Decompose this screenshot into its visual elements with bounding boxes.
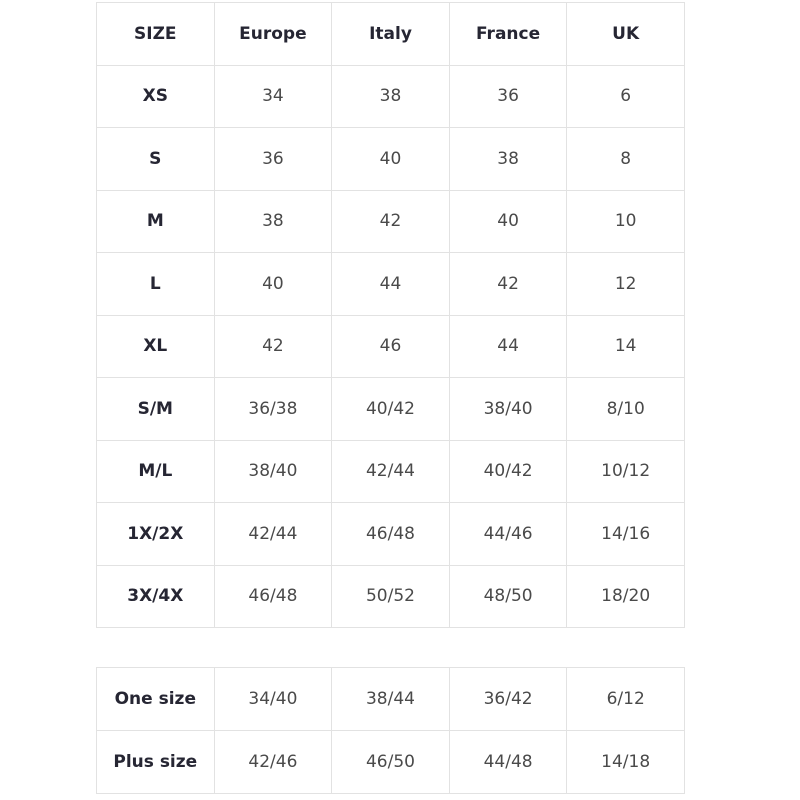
size-label-cell: M/L: [96, 439, 215, 503]
size-value-cell: 42/46: [213, 730, 333, 794]
size-value-cell: 46/48: [331, 502, 450, 566]
table-row: 3X/4X 46/48 50/52 48/50 18/20: [96, 564, 685, 628]
size-value-cell: 34/40: [213, 667, 333, 731]
size-value-cell: 36: [213, 127, 333, 191]
size-value-cell: 46: [331, 314, 450, 378]
header-row: SIZE Europe Italy France UK: [96, 2, 685, 66]
size-value-cell: 38: [331, 64, 450, 128]
size-value-cell: 6: [566, 64, 685, 128]
column-header: France: [448, 2, 568, 66]
size-value-cell: 38: [213, 189, 333, 253]
size-value-cell: 38/40: [448, 377, 568, 441]
table-row: M 38 42 40 10: [96, 189, 685, 253]
size-value-cell: 40: [331, 127, 450, 191]
size-value-cell: 44: [448, 314, 568, 378]
size-value-cell: 36/38: [213, 377, 333, 441]
size-value-cell: 44/48: [448, 730, 568, 794]
size-value-cell: 42: [331, 189, 450, 253]
size-label-cell: M: [96, 189, 215, 253]
size-value-cell: 14/16: [566, 502, 685, 566]
size-value-cell: 8: [566, 127, 685, 191]
size-value-cell: 48/50: [448, 564, 568, 628]
size-value-cell: 40/42: [448, 439, 568, 503]
table-row: One size 34/40 38/44 36/42 6/12: [96, 667, 685, 731]
size-label-cell: 3X/4X: [96, 564, 215, 628]
size-value-cell: 42: [448, 252, 568, 316]
size-value-cell: 18/20: [566, 564, 685, 628]
size-value-cell: 44: [331, 252, 450, 316]
size-label-cell: L: [96, 252, 215, 316]
size-label-cell: One size: [96, 667, 215, 731]
size-value-cell: 40/42: [331, 377, 450, 441]
column-header: Italy: [331, 2, 450, 66]
column-header: SIZE: [96, 2, 215, 66]
table-row: L 40 44 42 12: [96, 252, 685, 316]
column-header: Europe: [213, 2, 333, 66]
size-value-cell: 10/12: [566, 439, 685, 503]
size-value-cell: 44/46: [448, 502, 568, 566]
table-row: XS 34 38 36 6: [96, 64, 685, 128]
table-row: M/L 38/40 42/44 40/42 10/12: [96, 439, 685, 503]
special-size-table: One size 34/40 38/44 36/42 6/12 Plus size 42/4…: [96, 667, 685, 794]
size-value-cell: 10: [566, 189, 685, 253]
size-value-cell: 42/44: [331, 439, 450, 503]
size-value-cell: 14/18: [566, 730, 685, 794]
size-value-cell: 8/10: [566, 377, 685, 441]
size-value-cell: 42/44: [213, 502, 333, 566]
size-value-cell: 36: [448, 64, 568, 128]
size-value-cell: 50/52: [331, 564, 450, 628]
size-value-cell: 12: [566, 252, 685, 316]
size-label-cell: Plus size: [96, 730, 215, 794]
size-label-cell: XL: [96, 314, 215, 378]
size-value-cell: 38: [448, 127, 568, 191]
size-label-cell: 1X/2X: [96, 502, 215, 566]
size-value-cell: 38/40: [213, 439, 333, 503]
size-label-cell: S: [96, 127, 215, 191]
size-value-cell: 42: [213, 314, 333, 378]
size-value-cell: 40: [448, 189, 568, 253]
size-value-cell: 46/50: [331, 730, 450, 794]
size-value-cell: 36/42: [448, 667, 568, 731]
size-value-cell: 40: [213, 252, 333, 316]
size-value-cell: 6/12: [566, 667, 685, 731]
size-label-cell: S/M: [96, 377, 215, 441]
size-value-cell: 38/44: [331, 667, 450, 731]
size-value-cell: 34: [213, 64, 333, 128]
size-value-cell: 14: [566, 314, 685, 378]
table-row: S/M 36/38 40/42 38/40 8/10: [96, 377, 685, 441]
table-row: Plus size 42/46 46/50 44/48 14/18: [96, 730, 685, 794]
table-row: 1X/2X 42/44 46/48 44/46 14/16: [96, 502, 685, 566]
table-row: XL 42 46 44 14: [96, 314, 685, 378]
column-header: UK: [566, 2, 685, 66]
size-label-cell: XS: [96, 64, 215, 128]
table-row: S 36 40 38 8: [96, 127, 685, 191]
size-value-cell: 46/48: [213, 564, 333, 628]
size-conversion-table: SIZE Europe Italy France UK XS 34 38 36 6 S 36 40 38 8…: [96, 2, 685, 628]
